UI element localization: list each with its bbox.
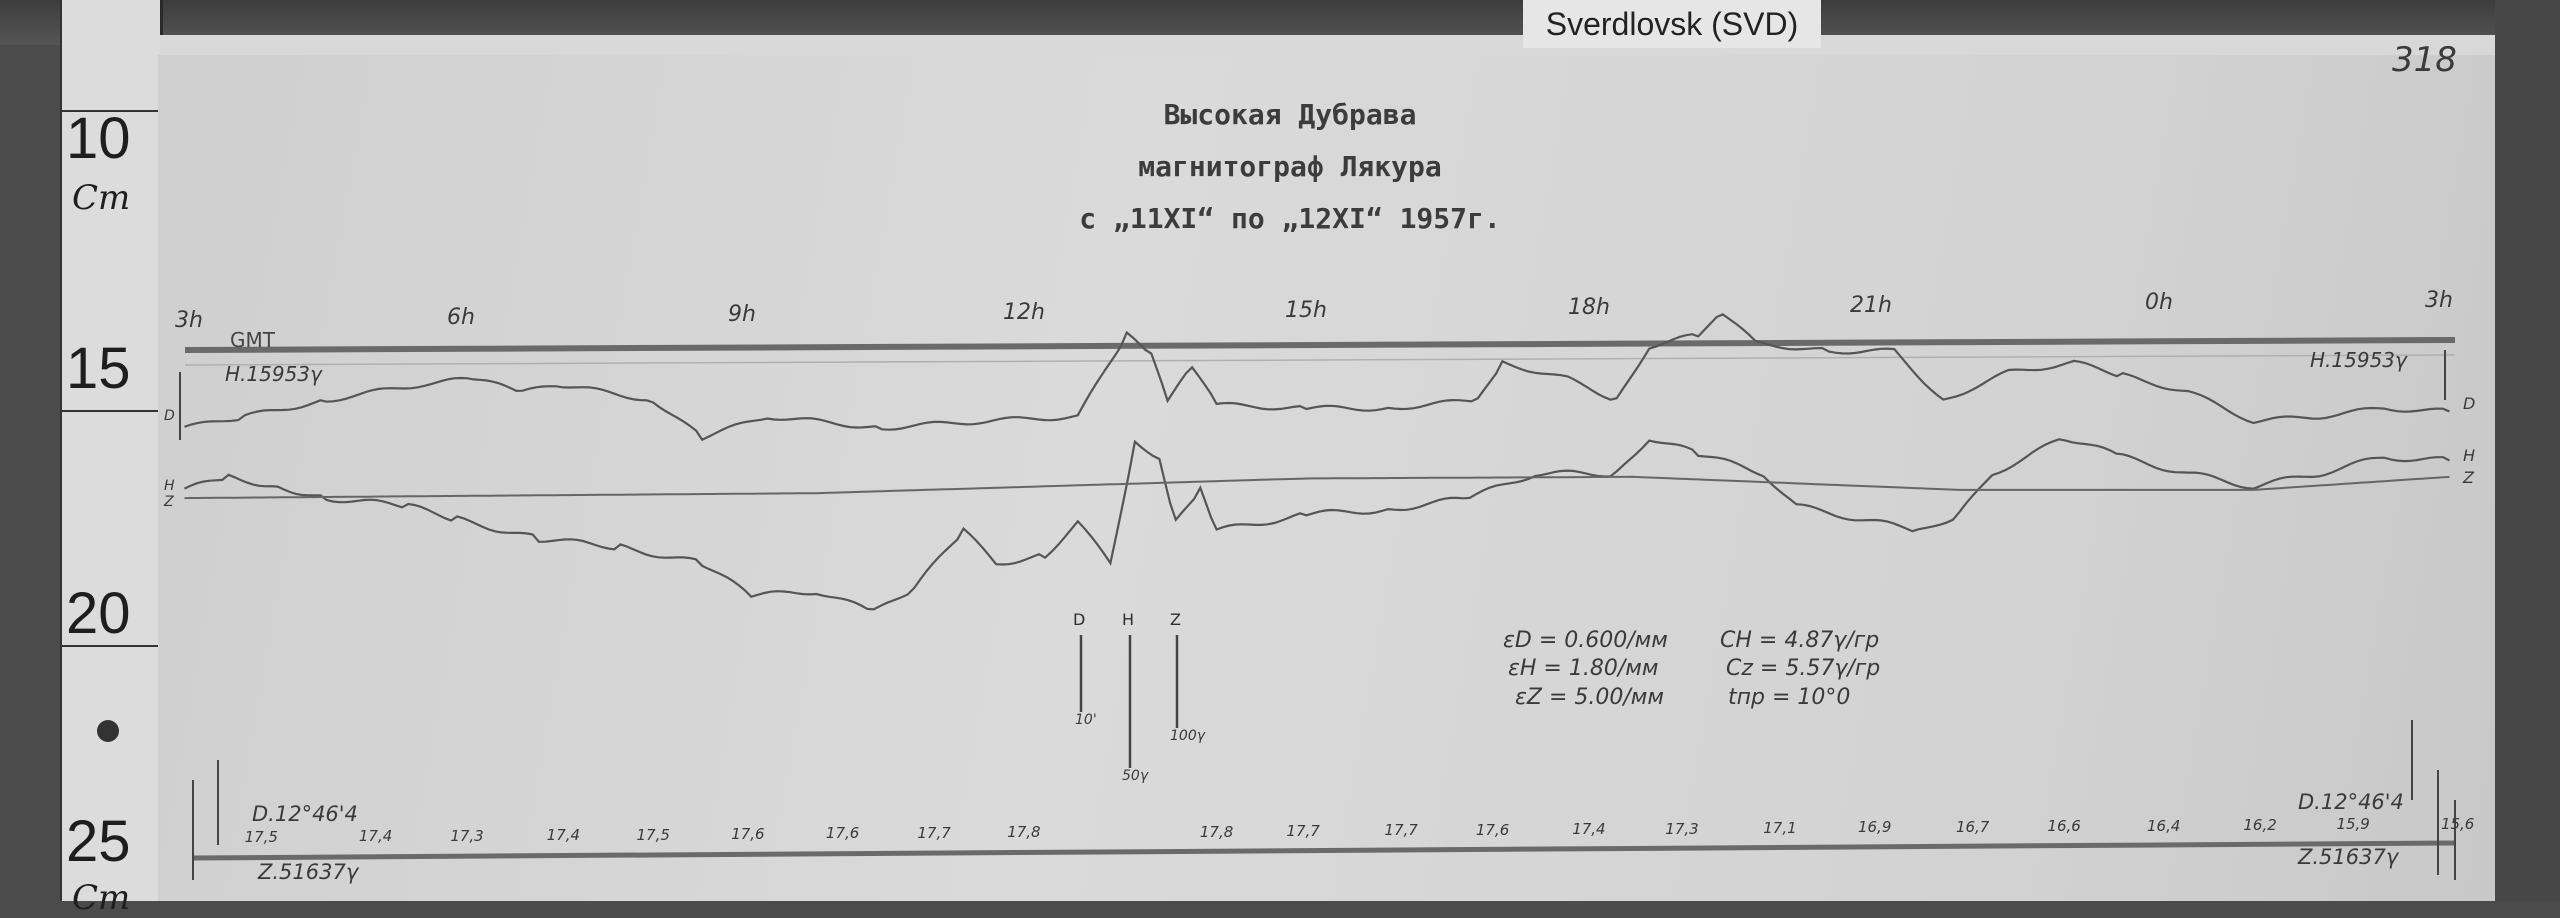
ruler-line — [60, 645, 158, 647]
hour-label: 9h — [728, 302, 756, 327]
hour-label: 6h — [447, 305, 475, 330]
gmt-label: GMT — [230, 328, 275, 352]
constant-c-z: Cz = 5.57γ/гр — [1726, 656, 1881, 681]
temperature-tick: 16,9 — [1857, 818, 1892, 837]
gmt-time-line — [184, 337, 2456, 353]
temperature-tick: 15,6 — [2440, 814, 2475, 833]
background-right — [2495, 0, 2560, 901]
d-baseline-left: D.12°46'4 — [252, 802, 358, 826]
scale-value-h: 50γ — [1122, 768, 1149, 784]
ruler-unit: Cm — [72, 178, 131, 218]
ruler-mark-15: 15 — [66, 336, 131, 401]
hour-label: 3h — [2425, 288, 2453, 313]
trace-label-h-right: H — [2463, 446, 2476, 465]
scale-value-z: 100γ — [1170, 728, 1206, 744]
z-baseline-left: Z.51637γ — [258, 860, 359, 884]
temperature-tick: 17,6 — [1475, 820, 1510, 839]
temperature-tick: 16,7 — [1955, 817, 1990, 836]
ruler-mark-20: 20 — [66, 581, 131, 646]
ruler-mark-10: 10 — [66, 106, 131, 171]
hour-label: 21h — [1850, 293, 1892, 318]
station-label: Sverdlovsk (SVD) — [1523, 0, 1821, 48]
instrument-title: магнитограф Лякура — [1138, 150, 1442, 183]
sheet-number: 318 — [2392, 40, 2457, 80]
temperature-tick: 17,4 — [546, 826, 581, 845]
ruler-mark-25: 25 — [66, 809, 131, 874]
temperature-tick: 17,3 — [1665, 819, 1699, 838]
scale-label-h: H — [1122, 610, 1135, 629]
constant-eps-h: εH = 1.80/мм — [1508, 656, 1659, 681]
h-baseline — [184, 354, 2456, 366]
temperature-tick: 17,4 — [1572, 820, 1606, 839]
trace-label-z: Z — [164, 494, 174, 510]
temperature-tick: 17,6 — [731, 825, 765, 843]
hour-label: 3h — [175, 308, 203, 333]
ruler — [60, 0, 163, 901]
trace-h — [184, 438, 2450, 611]
temperature-tick: 17,7 — [1384, 821, 1418, 840]
constant-t-pr: tпр = 10°0 — [1728, 685, 1851, 710]
trace-z — [184, 475, 2450, 500]
z-baseline-right: Z.51637γ — [2298, 845, 2399, 869]
temperature-tick: 17,6 — [825, 824, 860, 843]
constant-eps-z: εZ = 5.00/мм — [1515, 685, 1664, 710]
scale-label-z: Z — [1170, 610, 1181, 629]
h-baseline-right: H.15953γ — [2310, 348, 2407, 372]
temperature-tick: 16,2 — [2243, 816, 2277, 834]
temperature-tick: 17,5 — [636, 825, 670, 844]
temperature-tick: 17,8 — [1007, 823, 1041, 842]
temperature-tick: 16,4 — [2147, 816, 2181, 835]
constant-eps-d: εD = 0.600/мм — [1503, 628, 1668, 653]
ruler-hole — [97, 720, 119, 742]
ruler-line — [60, 110, 158, 112]
hour-label: 0h — [2145, 290, 2173, 315]
temperature-baseline — [191, 840, 2456, 861]
trace-label-d: D — [164, 408, 175, 424]
hour-label: 18h — [1568, 295, 1610, 320]
trace-label-z-right: Z — [2463, 468, 2474, 487]
trace-d — [184, 313, 2450, 442]
temperature-tick: 17,4 — [358, 827, 393, 846]
trace-label-d-right: D — [2463, 394, 2476, 413]
station-title: Высокая Дубрава — [1163, 98, 1417, 131]
temperature-tick: 16,6 — [2047, 817, 2081, 836]
temperature-tick: 17,7 — [917, 823, 951, 842]
temperature-tick: 17,8 — [1199, 822, 1234, 841]
temperature-tick: 17,7 — [1286, 822, 1320, 840]
date-range: с „11XI“ по „12XI“ 1957г. — [1079, 202, 1501, 235]
ruler-line — [60, 410, 158, 412]
constant-c-h: CH = 4.87γ/гр — [1720, 628, 1880, 653]
scale-value-d: 10' — [1075, 712, 1097, 728]
d-baseline-right: D.12°46'4 — [2298, 790, 2404, 814]
hour-label: 12h — [1003, 300, 1045, 325]
temperature-tick: 17,3 — [450, 826, 484, 845]
h-baseline-left: H.15953γ — [225, 362, 322, 386]
temperature-tick: 17,5 — [244, 828, 278, 846]
scale-label-d: D — [1073, 610, 1086, 629]
trace-label-h: H — [164, 478, 175, 494]
temperature-tick: 15,9 — [2336, 815, 2370, 834]
hour-label: 15h — [1285, 298, 1327, 323]
temperature-tick: 17,1 — [1763, 819, 1797, 837]
